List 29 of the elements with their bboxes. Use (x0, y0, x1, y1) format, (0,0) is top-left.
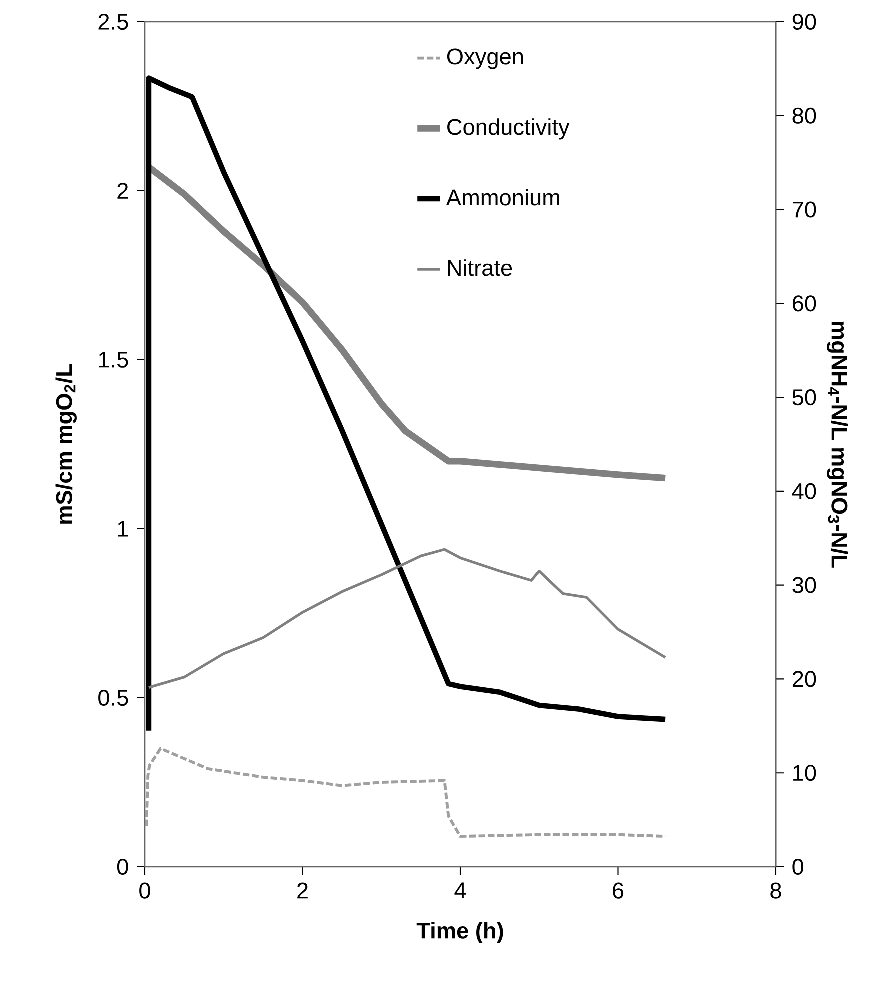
y2-tick-label: 0 (792, 858, 804, 876)
legend-label: Oxygen (447, 48, 524, 70)
x-tick-label: 2 (298, 882, 308, 899)
y-tick-label: 1 (118, 521, 128, 537)
y2-tick-label: 80 (792, 108, 816, 124)
x-axis-title: Time (h) (416, 922, 504, 944)
y2-tick-label: 70 (792, 202, 816, 218)
line-series (148, 548, 667, 689)
y-tick-label: 0 (117, 858, 128, 876)
x-tick-label: 4 (454, 882, 466, 898)
y2-tick-label: 50 (792, 390, 816, 406)
x-tick-label: 8 (770, 882, 782, 899)
y2-tick-label: 60 (792, 296, 816, 312)
legend-label: Conductivity (448, 118, 570, 140)
y2-axis-title: mgNH$_{4}$-N/L mgNO$_{3}$-N/L (827, 322, 848, 568)
y2-tick-label: 20 (792, 671, 816, 688)
y-tick-label: 2 (118, 183, 128, 199)
x-tick-label: 0 (140, 882, 150, 899)
y2-tick-label: 90 (792, 14, 816, 30)
y2-tick-label: 40 (792, 483, 816, 500)
y-tick-label: 2.5 (98, 14, 128, 30)
x-tick-label: 6 (613, 882, 624, 899)
y-axis-title: mS/cm mgO$_{2}$/L (56, 364, 77, 524)
y-tick-label: 1.5 (99, 352, 128, 368)
y2-tick-label: 30 (792, 577, 816, 594)
y2-tick-label: 10 (794, 765, 816, 782)
y-tick-label: 0.5 (98, 690, 128, 706)
legend-label: Ammonium (446, 189, 560, 206)
legend-label: Nitrate (448, 260, 512, 276)
